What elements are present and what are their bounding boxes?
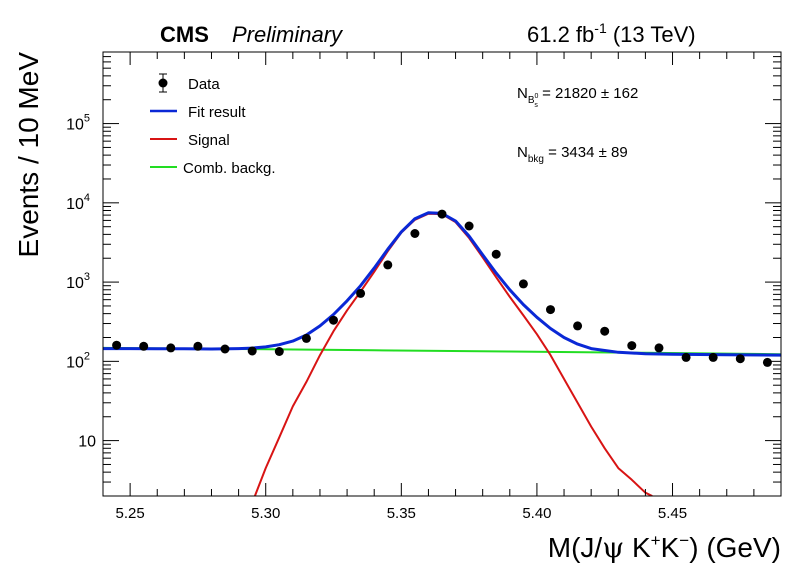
x-tick-label: 5.35 (387, 505, 416, 522)
data-point (491, 249, 501, 259)
data-point (410, 229, 420, 238)
data-point (383, 260, 393, 270)
data-point (627, 341, 637, 351)
data-point (274, 347, 284, 356)
x-axis-label-k2: K (661, 532, 680, 563)
x-tick-label: 5.25 (116, 505, 145, 522)
legend-label-background: Comb. backg. (183, 160, 276, 177)
x-axis: 5.25 5.30 5.35 5.40 5.45 (102, 52, 782, 522)
data-point (112, 340, 122, 350)
legend-label-data: Data (188, 76, 220, 93)
data-point (654, 343, 664, 353)
x-axis-label-sup2: − (679, 531, 689, 550)
data-point (166, 343, 176, 353)
data-point (708, 352, 718, 362)
x-axis-label: M(J/ψ K+K−) (GeV) (548, 531, 781, 564)
data-point (735, 354, 745, 364)
status-label: Preliminary (232, 22, 344, 47)
background-yield-symbol: N (517, 144, 528, 161)
y-tick-label-exponent: 4 (84, 192, 90, 204)
x-axis-label-unit: ) (GeV) (689, 532, 781, 563)
data-point (247, 346, 257, 356)
y-tick-label: 103 (66, 271, 90, 292)
signal-yield-value: = 21820 ± 162 (538, 85, 638, 102)
y-tick-label: 10 (78, 434, 96, 451)
signal-yield-subsup: 0 (535, 93, 539, 100)
y-tick-label-base: 10 (66, 196, 84, 213)
luminosity-value: 61.2 fb (527, 22, 594, 47)
legend-label-fit: Fit result (188, 104, 246, 121)
data-point (193, 341, 203, 351)
data-points (112, 209, 772, 367)
data-point (329, 315, 338, 325)
y-tick-label: 104 (66, 192, 90, 213)
data-point (600, 326, 610, 336)
data-point (518, 279, 528, 289)
x-axis-label-prefix: M(J/ (548, 532, 603, 563)
data-point (437, 209, 447, 219)
y-tick-label-exponent: 2 (84, 350, 90, 362)
y-tick-label-base: 10 (66, 275, 84, 292)
legend: Data Fit result Signal Comb. backg. (150, 73, 276, 177)
data-point (139, 341, 149, 351)
experiment-label: CMS (160, 22, 209, 47)
x-tick-label: 5.30 (251, 505, 280, 522)
signal-yield-symbol: N (517, 85, 528, 102)
luminosity-label: 61.2 fb-1 (13 TeV) (527, 20, 696, 47)
background-yield-sub: bkg (528, 154, 544, 165)
y-tick-label-exponent: 3 (84, 271, 90, 283)
y-tick-label-base: 10 (66, 354, 84, 371)
data-point (356, 288, 366, 298)
x-axis-label-psi: ψ (602, 531, 624, 564)
data-point (301, 333, 311, 343)
plot-frame (102, 51, 782, 497)
luminosity-energy: (13 TeV) (607, 22, 696, 47)
legend-label-signal: Signal (188, 132, 230, 149)
background-yield: Nbkg = 3434 ± 89 (517, 144, 628, 165)
x-tick-label: 5.40 (522, 505, 551, 522)
luminosity-exponent: -1 (594, 20, 607, 36)
legend-data-marker (158, 73, 168, 93)
signal-yield-sub: B (528, 95, 535, 106)
x-axis-label-sup1: + (651, 531, 661, 550)
y-tick-label: 105 (66, 113, 90, 134)
data-point (681, 352, 691, 362)
y-tick-label: 102 (66, 350, 90, 371)
background-yield-value: = 3434 ± 89 (544, 144, 628, 161)
x-tick-label: 5.45 (658, 505, 687, 522)
signal-yield-subsub: s (534, 102, 538, 109)
y-tick-label-base: 10 (66, 117, 84, 134)
data-point (762, 357, 772, 367)
y-axis-label: Events / 10 MeV (13, 52, 44, 258)
x-axis-label-k1: K (624, 532, 651, 563)
data-point (220, 344, 230, 354)
data-point (464, 221, 474, 231)
signal-yield: NB0 s = 21820 ± 162 (517, 85, 638, 109)
data-point (573, 321, 583, 331)
y-tick-label-exponent: 5 (84, 113, 90, 125)
data-point (546, 305, 555, 315)
